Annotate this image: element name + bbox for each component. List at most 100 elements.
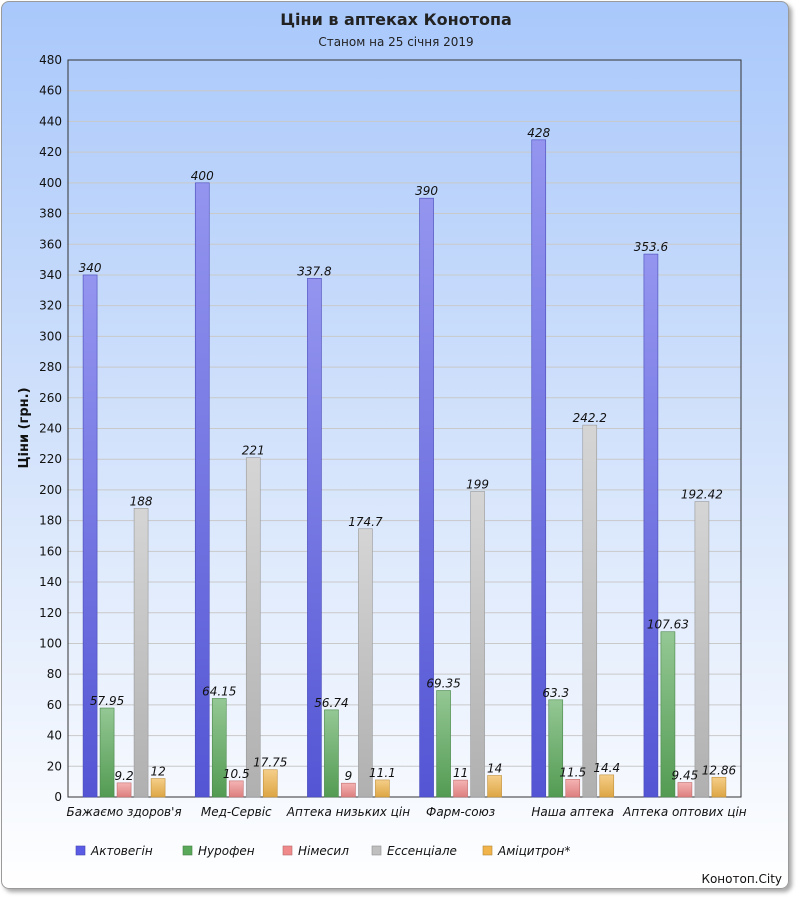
y-tick-label: 0 xyxy=(54,790,62,804)
y-tick-label: 440 xyxy=(39,114,62,128)
bar xyxy=(262,769,278,798)
plot-border xyxy=(67,59,742,798)
y-tick-label: 60 xyxy=(47,698,62,712)
data-labels-group: 340 57.95 9.2 188 12 400 64.15 10.5 221 17.75 337.… xyxy=(79,126,737,783)
y-tick-label: 460 xyxy=(39,84,62,98)
data-label: 14 xyxy=(487,762,502,776)
data-label: 12.86 xyxy=(702,763,737,777)
legend-swatch xyxy=(482,845,493,856)
legend-item[interactable]: Актовегін xyxy=(75,844,153,858)
bar xyxy=(133,508,149,798)
data-label: 10.5 xyxy=(223,767,250,781)
bar xyxy=(341,782,356,798)
data-label: 11.1 xyxy=(369,766,396,780)
y-tick-label: 40 xyxy=(47,729,62,743)
bar xyxy=(194,182,210,798)
legend: Актовегін Нурофен Німесил Ессенціале Аміцитр… xyxy=(75,844,570,858)
legend-item[interactable]: Німесил xyxy=(282,844,349,858)
y-tick-label: 140 xyxy=(39,575,62,589)
y-tick-label: 220 xyxy=(39,452,62,466)
data-label: 199 xyxy=(466,477,489,491)
data-label: 192.42 xyxy=(681,488,723,502)
legend-item[interactable]: Аміцитрон* xyxy=(482,844,570,858)
bar xyxy=(548,699,564,798)
bar xyxy=(419,197,434,798)
y-axis-label: Ціни (грн.) xyxy=(17,387,32,468)
y-tick-label: 480 xyxy=(39,53,62,67)
y-tick-label: 80 xyxy=(47,667,62,681)
credit-text: Конотоп.City xyxy=(701,872,782,886)
bar xyxy=(453,779,468,798)
x-tick-label: Фарм-союз xyxy=(426,805,495,819)
legend-item[interactable]: Ессенціале xyxy=(371,844,457,858)
y-tick-label: 420 xyxy=(39,145,62,159)
x-tick-label: Аптека низьких цін xyxy=(286,805,410,819)
bar xyxy=(150,778,166,798)
bar xyxy=(375,779,390,798)
bar xyxy=(211,698,227,798)
bar xyxy=(99,707,115,798)
y-tick-label: 20 xyxy=(47,759,62,773)
bar xyxy=(436,690,451,798)
data-label: 14.4 xyxy=(593,761,620,775)
bar xyxy=(711,776,727,798)
legend-swatch xyxy=(371,845,382,856)
x-tick-label: Аптека оптових цін xyxy=(622,805,747,819)
data-label: 174.7 xyxy=(348,515,383,529)
data-label: 69.35 xyxy=(426,677,460,691)
data-label: 428 xyxy=(527,126,550,140)
legend-label: Німесил xyxy=(298,844,349,858)
bar xyxy=(245,457,261,798)
bar-chart: Ціни в аптеках Конотопа Станом на 25 січ… xyxy=(17,10,782,886)
y-tick-label: 300 xyxy=(39,329,62,343)
x-tick-label: Мед-Сервіс xyxy=(201,805,272,819)
bar xyxy=(358,528,373,798)
y-tick-label: 120 xyxy=(39,606,62,620)
bar xyxy=(582,424,598,798)
data-label: 340 xyxy=(79,261,102,275)
legend-item[interactable]: Нурофен xyxy=(182,844,255,858)
data-label: 64.15 xyxy=(202,685,236,699)
x-tick-label: Бажаємо здоров'я xyxy=(67,805,182,819)
data-label: 9 xyxy=(345,769,353,783)
bar xyxy=(307,278,322,798)
legend-swatch xyxy=(75,845,86,856)
legend-label: Нурофен xyxy=(198,844,255,858)
data-label: 12 xyxy=(150,765,165,779)
y-tick-label: 360 xyxy=(39,237,62,251)
legend-label: Ессенціале xyxy=(387,844,457,858)
data-label: 390 xyxy=(415,184,438,198)
data-label: 242.2 xyxy=(573,411,607,425)
data-label: 188 xyxy=(130,494,153,508)
x-axis-ticks: Бажаємо здоров'я Мед-Сервіс Аптека низьких… xyxy=(67,805,747,819)
y-tick-label: 400 xyxy=(39,176,62,190)
data-label: 57.95 xyxy=(90,694,124,708)
y-tick-label: 340 xyxy=(39,268,62,282)
bar xyxy=(116,782,132,798)
data-label: 353.6 xyxy=(634,240,669,254)
data-label: 107.63 xyxy=(647,618,689,632)
legend-label: Аміцитрон* xyxy=(497,844,570,858)
bar xyxy=(82,274,98,798)
bars-group xyxy=(82,139,727,798)
y-tick-label: 380 xyxy=(39,207,62,221)
bar xyxy=(677,782,693,798)
data-label: 9.2 xyxy=(115,769,134,783)
y-tick-label: 180 xyxy=(39,514,62,528)
bar xyxy=(487,775,502,798)
chart-title: Ціни в аптеках Конотопа xyxy=(280,10,512,29)
y-tick-label: 320 xyxy=(39,299,62,313)
y-tick-label: 240 xyxy=(39,422,62,436)
data-label: 221 xyxy=(242,444,265,458)
y-tick-label: 200 xyxy=(39,483,62,497)
data-label: 11.5 xyxy=(559,765,586,779)
legend-swatch xyxy=(282,845,293,856)
bar xyxy=(228,780,244,798)
bar xyxy=(531,139,547,798)
x-tick-label: Наша аптека xyxy=(531,805,614,819)
bar xyxy=(643,253,659,798)
data-label: 17.75 xyxy=(253,756,287,770)
data-label: 400 xyxy=(191,169,214,183)
y-tick-label: 160 xyxy=(39,544,62,558)
legend-label: Актовегін xyxy=(90,844,153,858)
